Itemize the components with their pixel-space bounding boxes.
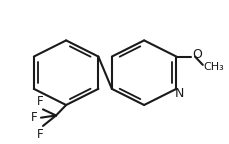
Text: F: F — [31, 111, 37, 124]
Text: N: N — [174, 87, 183, 100]
Text: O: O — [192, 48, 202, 61]
Text: F: F — [37, 95, 44, 108]
Text: F: F — [37, 128, 44, 141]
Text: CH₃: CH₃ — [203, 62, 223, 72]
